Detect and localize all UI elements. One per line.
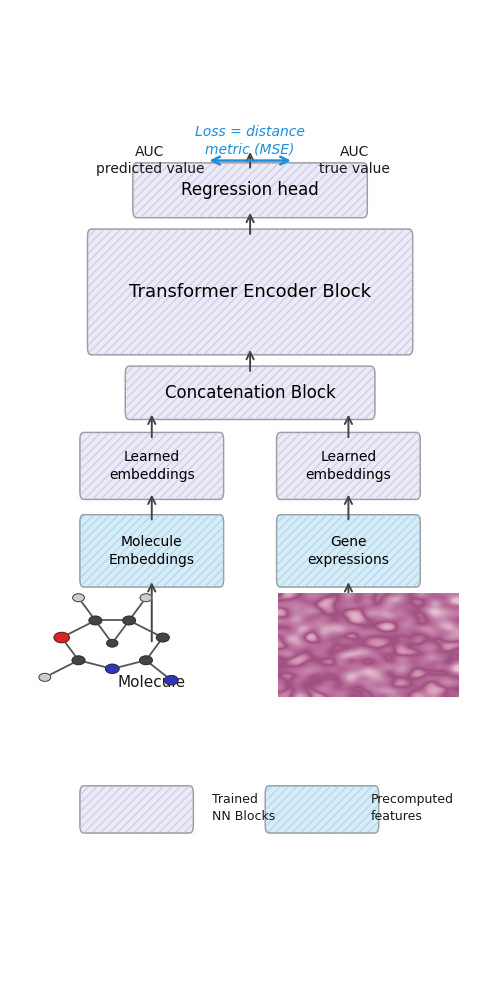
Text: Concatenation Block: Concatenation Block — [165, 384, 335, 402]
Text: Trained
NN Blocks: Trained NN Blocks — [212, 793, 276, 823]
Circle shape — [164, 675, 178, 684]
Text: Learned
embeddings: Learned embeddings — [109, 450, 195, 483]
Circle shape — [140, 593, 152, 601]
Text: Learned
embeddings: Learned embeddings — [305, 450, 391, 483]
FancyBboxPatch shape — [265, 786, 379, 833]
Circle shape — [157, 633, 169, 642]
Circle shape — [105, 665, 119, 674]
Text: Precomputed
features: Precomputed features — [371, 793, 454, 823]
Text: Molecule
Embeddings: Molecule Embeddings — [109, 535, 195, 567]
FancyBboxPatch shape — [80, 432, 224, 499]
FancyBboxPatch shape — [87, 229, 413, 355]
FancyBboxPatch shape — [277, 432, 420, 499]
Text: AUC
predicted value: AUC predicted value — [96, 144, 204, 176]
Circle shape — [89, 616, 102, 625]
Text: Gene
expressions: Gene expressions — [307, 535, 389, 567]
Text: Cancer tissue: Cancer tissue — [296, 674, 401, 689]
Circle shape — [140, 656, 152, 665]
Text: Molecule: Molecule — [118, 674, 186, 689]
FancyBboxPatch shape — [277, 514, 420, 587]
Text: AUC
true value: AUC true value — [319, 144, 389, 176]
Circle shape — [73, 593, 84, 601]
FancyBboxPatch shape — [125, 366, 375, 419]
FancyBboxPatch shape — [133, 163, 367, 218]
FancyBboxPatch shape — [80, 786, 193, 833]
FancyBboxPatch shape — [80, 514, 224, 587]
Text: Loss = distance
metric (MSE): Loss = distance metric (MSE) — [195, 125, 305, 156]
Circle shape — [39, 674, 51, 681]
Circle shape — [107, 640, 118, 647]
Text: Regression head: Regression head — [181, 181, 319, 199]
Text: Transformer Encoder Block: Transformer Encoder Block — [129, 283, 371, 301]
Circle shape — [123, 616, 135, 625]
Circle shape — [54, 632, 69, 643]
Circle shape — [72, 656, 85, 665]
